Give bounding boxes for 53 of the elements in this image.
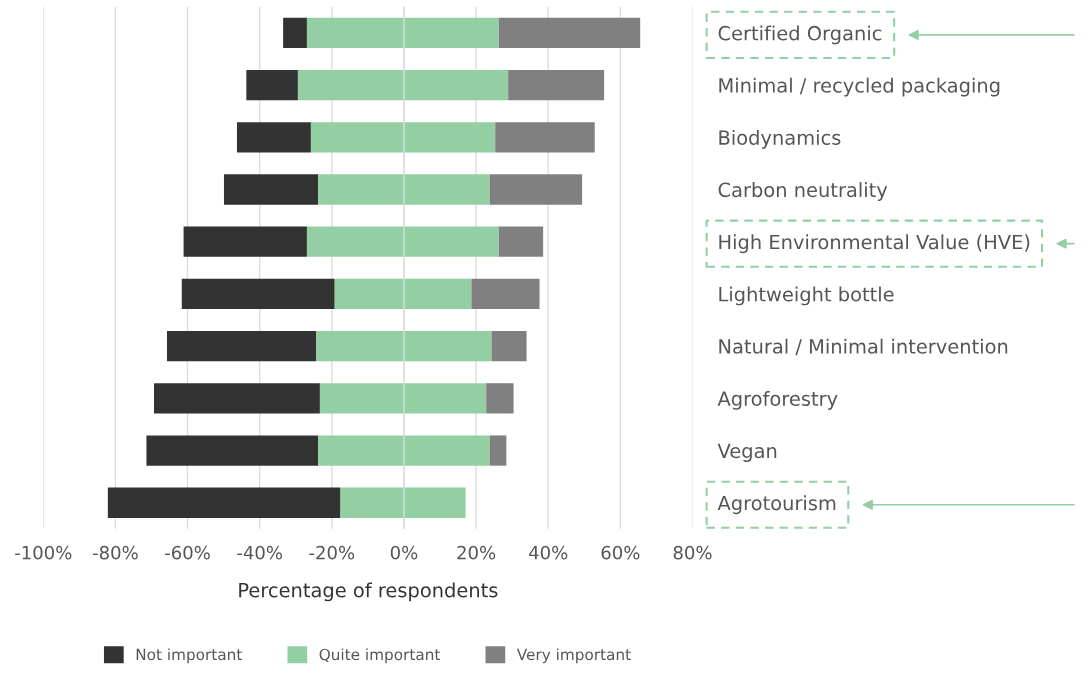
bar [223,174,319,205]
bar [498,17,641,49]
bar [154,383,320,414]
bar [246,69,298,101]
x-tick-label: -100% [15,545,72,560]
bar [306,226,499,257]
bar [306,17,499,49]
x-tick-label: -40% [237,545,283,560]
legend-label: Very important [516,648,631,664]
bar [166,330,317,362]
bar [471,278,540,310]
x-tick-label: 80% [673,545,712,560]
bar [146,435,319,466]
y-tick-label: High Environmental Value (HVE) [719,234,1030,254]
bar [283,17,307,49]
bar [316,330,492,362]
bar [486,383,514,414]
x-axis-title: Percentage of respondents [239,582,498,602]
y-tick-label: Agrotourism [717,495,836,515]
x-tick-label: -20% [309,545,355,560]
x-tick-label: -80% [92,545,138,560]
bar [318,435,490,466]
bar [491,330,527,362]
bar [318,174,490,205]
bar [310,122,496,153]
bar [489,435,507,466]
y-tick-label: Biodynamics [719,129,841,149]
y-tick-label: Carbon neutrality [718,182,888,201]
y-tick-label: Certified Organic [718,25,882,45]
x-tick-label: 0% [390,545,418,560]
bar [236,122,311,153]
bar [495,122,595,153]
y-tick-label: Lightweight bottle [719,286,894,306]
bar [297,69,509,101]
y-tick-label: Vegan [717,443,777,462]
bar [334,278,472,310]
legend-label: Quite important [319,648,441,664]
y-tick-label: Natural / Minimal intervention [719,338,1008,356]
bar [107,487,341,518]
bar [181,278,335,310]
bar [183,226,307,257]
y-tick-label: Minimal / recycled packaging [719,77,1000,97]
legend-label: Not important [136,648,242,664]
bar [508,69,605,101]
bar [340,487,466,518]
bar [498,226,544,257]
bar [489,174,583,205]
bar [319,383,487,414]
x-tick-label: 60% [601,545,640,560]
x-tick-label: 20% [457,545,496,560]
x-tick-label: 40% [529,545,568,560]
y-tick-label: Agroforestry [717,390,838,410]
x-tick-label: -60% [165,545,210,560]
